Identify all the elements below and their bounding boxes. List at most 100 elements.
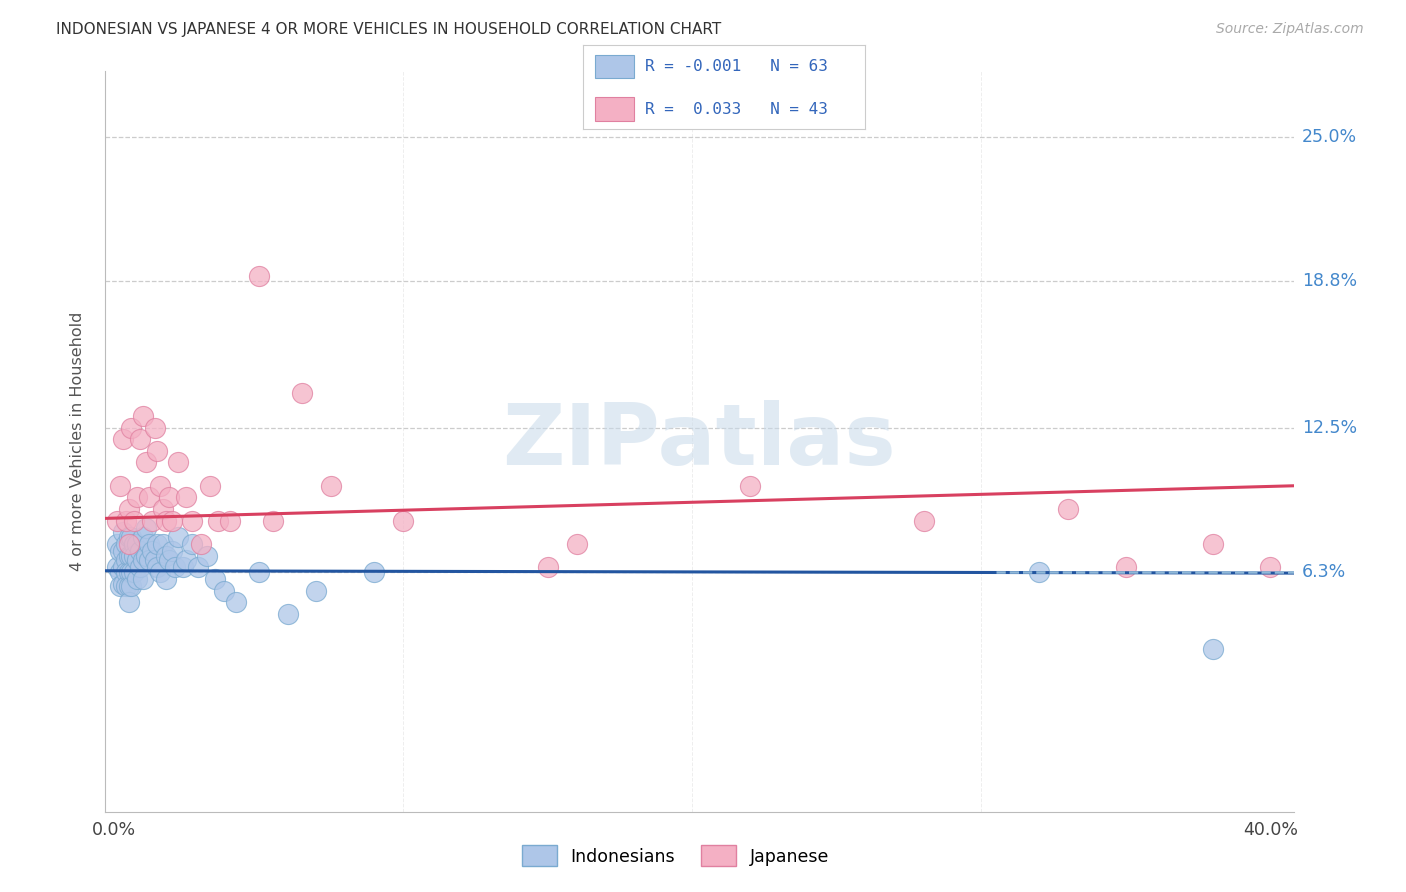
Point bbox=[363, 565, 385, 579]
Point bbox=[277, 607, 299, 621]
Point bbox=[127, 553, 149, 567]
Point bbox=[129, 560, 152, 574]
Point bbox=[176, 491, 198, 505]
Point bbox=[187, 560, 209, 574]
Point bbox=[152, 502, 174, 516]
Point bbox=[135, 455, 157, 469]
Point bbox=[163, 560, 186, 574]
Point bbox=[190, 537, 212, 551]
Point bbox=[111, 544, 134, 558]
Point bbox=[247, 565, 270, 579]
Point bbox=[218, 514, 240, 528]
Point bbox=[155, 514, 177, 528]
Point bbox=[173, 560, 195, 574]
Point bbox=[143, 420, 166, 434]
Point bbox=[155, 572, 177, 586]
Point bbox=[146, 537, 169, 551]
Point bbox=[114, 579, 136, 593]
Point bbox=[392, 514, 415, 528]
Bar bbox=[595, 54, 634, 78]
Point bbox=[114, 514, 136, 528]
Point bbox=[225, 595, 247, 609]
Point bbox=[127, 491, 149, 505]
Point bbox=[105, 560, 128, 574]
Point bbox=[121, 565, 143, 579]
Point bbox=[108, 544, 131, 558]
Y-axis label: 4 or more Vehicles in Household: 4 or more Vehicles in Household bbox=[70, 312, 84, 571]
Point bbox=[138, 553, 160, 567]
Point bbox=[912, 514, 935, 528]
Point bbox=[127, 572, 149, 586]
Point bbox=[291, 385, 314, 400]
Point bbox=[198, 479, 221, 493]
Point bbox=[1317, 479, 1340, 493]
Text: Source: ZipAtlas.com: Source: ZipAtlas.com bbox=[1216, 22, 1364, 37]
Point bbox=[247, 269, 270, 284]
Point bbox=[149, 565, 172, 579]
Point bbox=[108, 579, 131, 593]
Point bbox=[124, 549, 146, 563]
Point bbox=[138, 537, 160, 551]
Point bbox=[141, 514, 163, 528]
Point bbox=[157, 491, 180, 505]
Point bbox=[105, 537, 128, 551]
Point bbox=[181, 514, 204, 528]
Point bbox=[181, 537, 204, 551]
Point bbox=[1115, 560, 1137, 574]
Point bbox=[108, 479, 131, 493]
Point bbox=[138, 491, 160, 505]
Point bbox=[166, 530, 188, 544]
Point bbox=[160, 544, 183, 558]
Point bbox=[129, 544, 152, 558]
Point bbox=[114, 565, 136, 579]
Point bbox=[111, 525, 134, 540]
Point bbox=[157, 553, 180, 567]
Point bbox=[111, 432, 134, 446]
Point bbox=[121, 420, 143, 434]
Text: 25.0%: 25.0% bbox=[1302, 128, 1357, 145]
Point bbox=[132, 572, 155, 586]
Text: 12.5%: 12.5% bbox=[1302, 418, 1357, 436]
Point bbox=[176, 553, 198, 567]
Point bbox=[121, 549, 143, 563]
Point bbox=[132, 409, 155, 423]
Point bbox=[1057, 502, 1080, 516]
Text: ZIPatlas: ZIPatlas bbox=[502, 400, 897, 483]
Point bbox=[152, 537, 174, 551]
Point bbox=[132, 530, 155, 544]
Point bbox=[143, 553, 166, 567]
Point bbox=[129, 432, 152, 446]
Point bbox=[262, 514, 284, 528]
Point bbox=[207, 514, 229, 528]
Point bbox=[565, 537, 588, 551]
Point bbox=[319, 479, 342, 493]
Point bbox=[124, 514, 146, 528]
Point bbox=[105, 514, 128, 528]
Point bbox=[305, 583, 328, 598]
Text: 18.8%: 18.8% bbox=[1302, 272, 1357, 290]
Legend: Indonesians, Japanese: Indonesians, Japanese bbox=[515, 838, 837, 873]
Point bbox=[127, 537, 149, 551]
Point bbox=[117, 530, 139, 544]
Point bbox=[160, 514, 183, 528]
Text: INDONESIAN VS JAPANESE 4 OR MORE VEHICLES IN HOUSEHOLD CORRELATION CHART: INDONESIAN VS JAPANESE 4 OR MORE VEHICLE… bbox=[56, 22, 721, 37]
Point bbox=[166, 455, 188, 469]
Text: R =  0.033   N = 43: R = 0.033 N = 43 bbox=[645, 102, 828, 117]
Point bbox=[117, 565, 139, 579]
Point bbox=[124, 565, 146, 579]
Point bbox=[146, 560, 169, 574]
Point bbox=[117, 549, 139, 563]
Point bbox=[117, 537, 139, 551]
Point bbox=[132, 553, 155, 567]
Point bbox=[1201, 641, 1223, 656]
Point bbox=[141, 544, 163, 558]
Point bbox=[204, 572, 226, 586]
Text: R = -0.001   N = 63: R = -0.001 N = 63 bbox=[645, 59, 828, 74]
Point bbox=[212, 583, 235, 598]
Point bbox=[146, 443, 169, 458]
Point bbox=[124, 537, 146, 551]
Text: 6.3%: 6.3% bbox=[1302, 563, 1346, 581]
Point bbox=[117, 579, 139, 593]
Point bbox=[111, 576, 134, 591]
Point bbox=[1260, 560, 1282, 574]
